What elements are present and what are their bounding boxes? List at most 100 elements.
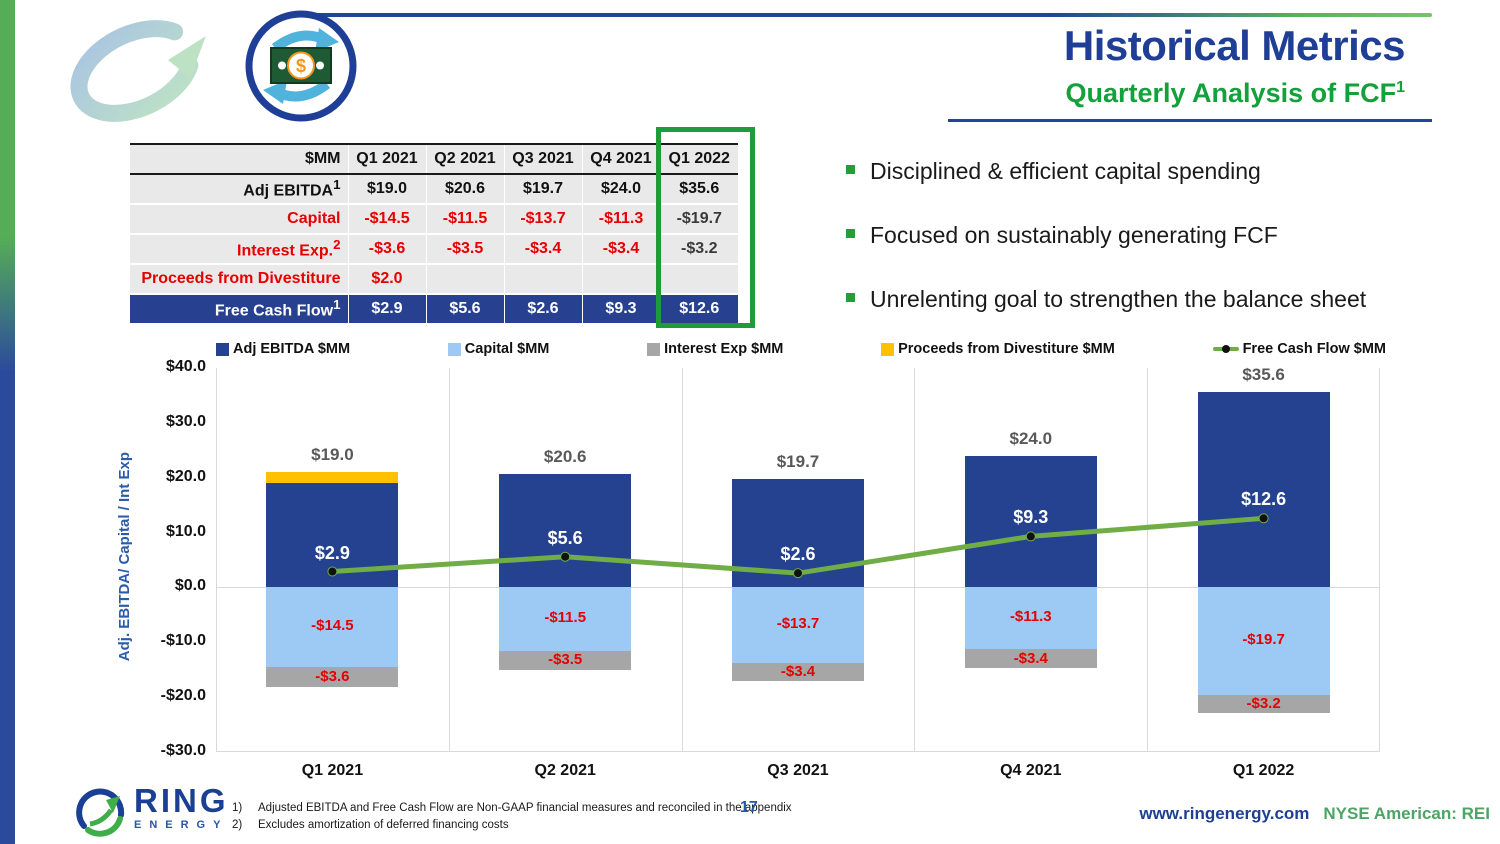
bullet-square-icon bbox=[846, 293, 855, 302]
table-header-cell: Q4 2021 bbox=[581, 143, 660, 175]
bullet-item: Disciplined & efficient capital spending bbox=[846, 156, 1366, 186]
bullet-text: Focused on sustainably generating FCF bbox=[870, 222, 1278, 248]
cash-cycle-icon: $ bbox=[245, 10, 357, 122]
table-cell: -$3.4 bbox=[581, 234, 660, 264]
left-edge-accent-bar bbox=[0, 0, 15, 844]
metrics-table-head: $MM Q1 2021 Q2 2021 Q3 2021 Q4 2021 Q1 2022 bbox=[130, 143, 738, 175]
svg-text:$: $ bbox=[296, 56, 306, 76]
bar-segment-ebitda bbox=[1197, 392, 1330, 588]
bar-segment-capital bbox=[266, 587, 399, 667]
bullet-square-icon bbox=[846, 229, 855, 238]
bar-segment-capital bbox=[732, 587, 864, 663]
fcf-data-label: $2.9 bbox=[314, 542, 350, 563]
fcf-point-marker bbox=[560, 551, 571, 562]
table-cell: $5.6 bbox=[425, 294, 504, 324]
footnote-text: Excludes amortization of deferred financ… bbox=[258, 819, 509, 831]
table-row: Free Cash Flow1 $2.9 $5.6 $2.6 $9.3 $12.6 bbox=[130, 294, 738, 324]
table-cell: $2.0 bbox=[347, 264, 426, 294]
footnote-number: 2) bbox=[232, 819, 243, 831]
capital-data-label: -$19.7 bbox=[1242, 631, 1285, 649]
table-cell: $12.6 bbox=[659, 294, 738, 324]
legend-swatch bbox=[216, 342, 229, 356]
y-axis-ticks: $40.0 $30.0 $20.0 $10.0 $0.0 -$10.0 -$20.0 -$30… bbox=[130, 358, 206, 759]
fcf-line bbox=[327, 513, 1269, 579]
legend-item: Interest Exp $MM bbox=[647, 341, 783, 357]
interest-data-label: -$3.6 bbox=[315, 667, 350, 685]
bottom-gridline bbox=[216, 751, 1380, 752]
table-row: Capital -$14.5 -$11.5 -$13.7 -$11.3 -$19.7 bbox=[130, 204, 738, 234]
legend-item: Capital $MM bbox=[447, 341, 550, 357]
page-number: 17 bbox=[740, 799, 758, 816]
metrics-table-body: Adj EBITDA1 $19.0 $20.6 $19.7 $24.0 $35.6 Capi… bbox=[130, 174, 738, 324]
interest-data-label: -$3.5 bbox=[548, 651, 583, 669]
legend-swatch bbox=[881, 342, 895, 356]
category-gridline bbox=[914, 368, 916, 752]
header-top-rule bbox=[305, 13, 1432, 17]
fcf-point-marker bbox=[793, 568, 803, 579]
y-axis-tick: $0.0 bbox=[174, 577, 206, 595]
table-row: Interest Exp.2 -$3.6 -$3.5 -$3.4 -$3.4 -$3.2 bbox=[130, 234, 738, 264]
capital-data-label: -$11.3 bbox=[1009, 608, 1052, 626]
footnote-text: Adjusted EBITDA and Free Cash Flow are N… bbox=[258, 802, 792, 814]
table-header-cell: Q2 2021 bbox=[425, 143, 504, 175]
x-axis-label: Q3 2021 bbox=[767, 762, 829, 779]
row-label: Capital bbox=[130, 204, 348, 234]
x-axis-label: Q1 2022 bbox=[1232, 762, 1295, 779]
ebitda-data-label: $35.6 bbox=[1242, 365, 1285, 385]
fcf-point-marker bbox=[1025, 531, 1036, 542]
fcf-data-label: $12.6 bbox=[1241, 489, 1287, 510]
chart-legend: Adj EBITDA $MM Capital $MM Interest Exp $M… bbox=[216, 341, 1386, 357]
table-cell: -$14.5 bbox=[347, 204, 426, 234]
bar-segment-ebitda bbox=[964, 455, 1097, 588]
bar-segment-interest bbox=[266, 666, 399, 687]
website-link[interactable]: www.ringenergy.com bbox=[1139, 804, 1310, 823]
capital-data-label: -$13.7 bbox=[776, 615, 820, 632]
table-cell: -$3.2 bbox=[659, 234, 738, 264]
bullet-square-icon bbox=[846, 165, 855, 174]
legend-label: Interest Exp $MM bbox=[664, 341, 784, 357]
table-header-cell: Q1 2021 bbox=[347, 143, 426, 175]
ring-logo-subtext: ENERGY bbox=[134, 819, 229, 831]
table-cell: -$19.7 bbox=[659, 204, 738, 234]
ring-logo-wordmark: RING ENERGY bbox=[134, 784, 229, 831]
table-cell: $20.6 bbox=[425, 174, 504, 204]
bar-segment-interest bbox=[732, 662, 864, 682]
table-cell: $9.3 bbox=[581, 294, 660, 324]
category-gridline bbox=[681, 368, 683, 752]
row-label: Free Cash Flow1 bbox=[130, 294, 348, 324]
table-header-row: $MM Q1 2021 Q2 2021 Q3 2021 Q4 2021 Q1 2022 bbox=[130, 143, 738, 175]
y-axis-tick: $10.0 bbox=[165, 522, 206, 540]
bullet-text: Disciplined & efficient capital spending bbox=[870, 158, 1261, 184]
ticker-label: NYSE American: REI bbox=[1323, 804, 1490, 823]
table-header-cell: Q3 2021 bbox=[503, 143, 582, 175]
metrics-table: $MM Q1 2021 Q2 2021 Q3 2021 Q4 2021 Q1 2022 A… bbox=[130, 143, 738, 325]
table-row: Adj EBITDA1 $19.0 $20.6 $19.7 $24.0 $35.6 bbox=[130, 174, 738, 204]
category-gridline bbox=[1379, 368, 1380, 752]
legend-label: Proceeds from Divestiture $MM bbox=[898, 341, 1115, 357]
bullet-text: Unrelenting goal to strengthen the balan… bbox=[870, 286, 1367, 312]
x-axis-labels: Q1 2021 Q2 2021 Q3 2021 Q4 2021 Q1 2022 bbox=[216, 762, 1380, 780]
fcf-point-marker bbox=[1258, 513, 1269, 524]
ring-energy-logo: RING ENERGY bbox=[76, 784, 229, 838]
footer-links: www.ringenergy.com NYSE American: REI bbox=[1139, 804, 1490, 824]
interest-data-label: -$3.4 bbox=[1013, 649, 1048, 667]
fcf-point-marker bbox=[327, 566, 338, 577]
legend-item: Free Cash Flow $MM bbox=[1212, 341, 1386, 357]
legend-swatch bbox=[447, 342, 461, 356]
bar-segment-ebitda bbox=[499, 474, 632, 588]
capital-data-label: -$11.5 bbox=[544, 608, 587, 626]
bar-segment-capital bbox=[964, 587, 1097, 650]
legend-label: Capital $MM bbox=[464, 341, 550, 357]
page-title: Historical Metrics bbox=[1063, 22, 1406, 69]
bar-segment-interest bbox=[964, 649, 1097, 669]
legend-line-swatch bbox=[1212, 345, 1239, 353]
page-subtitle-text: Quarterly Analysis of FCF bbox=[1065, 78, 1397, 108]
legend-label: Free Cash Flow $MM bbox=[1242, 341, 1386, 357]
x-axis-label: Q1 2021 bbox=[301, 762, 364, 779]
table-cell: $19.0 bbox=[347, 174, 426, 204]
page-subtitle-sup: 1 bbox=[1396, 79, 1405, 96]
bar-segment-interest bbox=[499, 650, 632, 670]
table-cell: -$11.3 bbox=[581, 204, 660, 234]
bar-segment-interest bbox=[1197, 695, 1330, 714]
